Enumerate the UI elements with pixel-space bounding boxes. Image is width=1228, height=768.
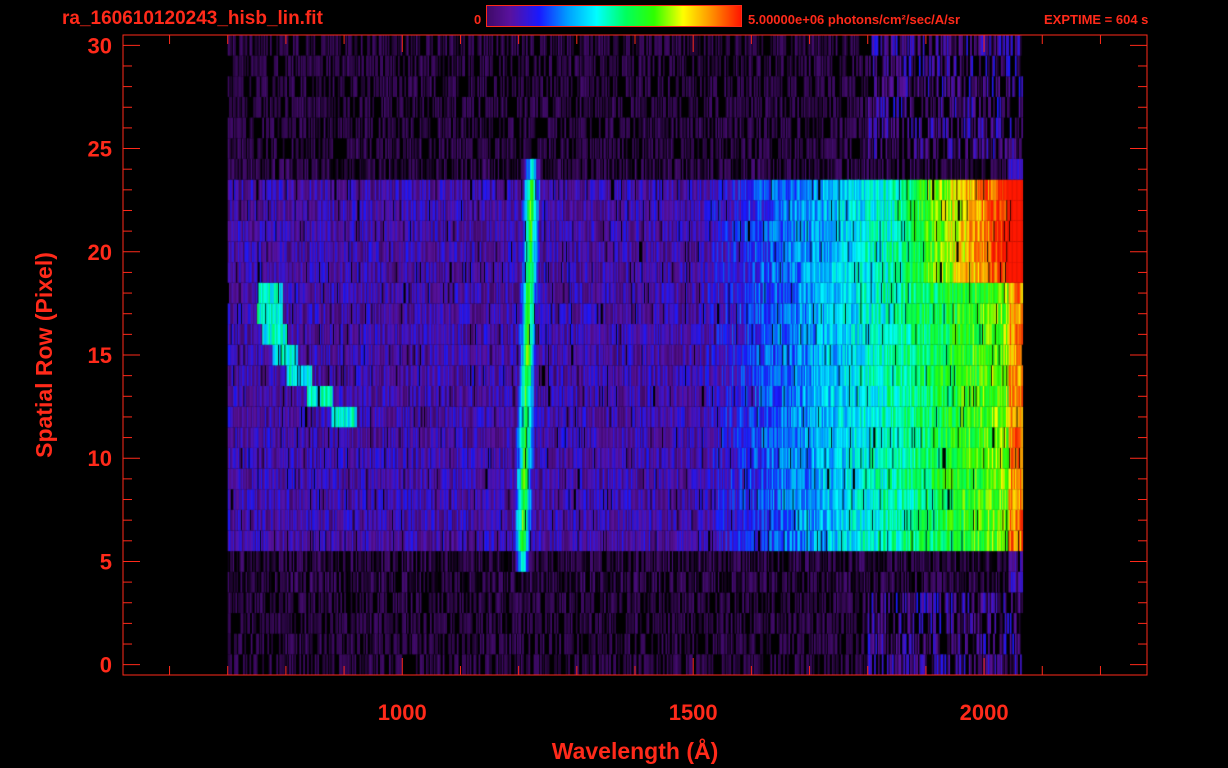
colorbar-min-label: 0 <box>474 12 482 27</box>
heatmap-image <box>123 35 1147 675</box>
y-axis-label: Spatial Row (Pixel) <box>31 252 57 458</box>
colorbar <box>486 5 742 27</box>
x-tick-label: 2000 <box>960 700 1009 725</box>
y-tick-label: 10 <box>88 446 112 471</box>
y-tick-label: 5 <box>100 549 112 574</box>
y-tick-label: 0 <box>100 653 112 678</box>
x-axis-label: Wavelength (Å) <box>552 737 719 764</box>
x-axis: 1000 1500 2000 <box>169 35 1101 725</box>
y-tick-label: 30 <box>88 33 112 58</box>
file-title: ra_160610120243_hisb_lin.fit <box>62 8 323 29</box>
y-axis: 0 5 10 15 20 25 30 <box>88 33 1147 678</box>
y-tick-label: 20 <box>88 240 112 265</box>
exptime-label: EXPTIME = 604 s <box>1044 12 1149 27</box>
y-tick-label: 15 <box>88 343 112 368</box>
x-tick-label: 1500 <box>669 700 718 725</box>
x-tick-label: 1000 <box>378 700 427 725</box>
colorbar-max-label: 5.00000e+06 photons/cm²/sec/A/sr <box>748 12 961 27</box>
y-tick-label: 25 <box>88 137 112 162</box>
